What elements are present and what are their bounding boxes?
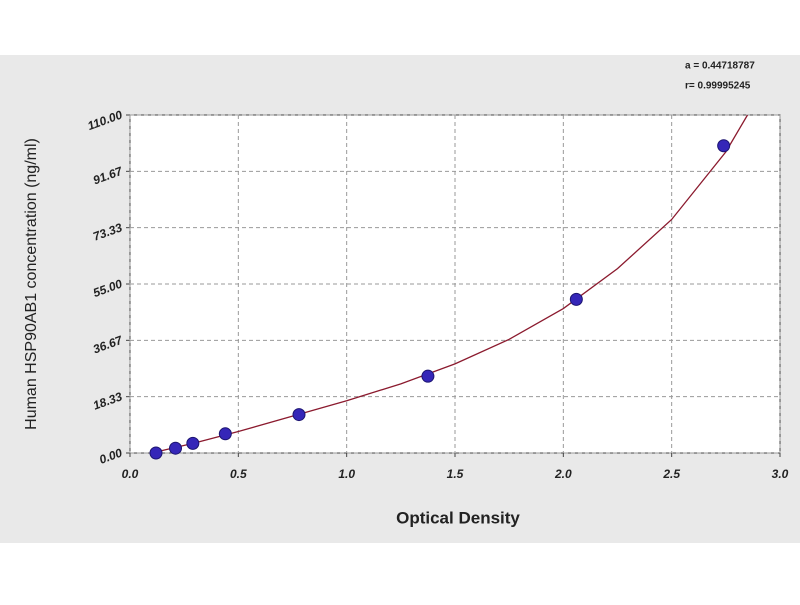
data-point bbox=[717, 139, 731, 153]
data-point bbox=[421, 369, 435, 383]
x-tick-label: 1.5 bbox=[447, 467, 464, 481]
data-point bbox=[149, 446, 163, 460]
data-point bbox=[292, 408, 306, 422]
x-tick-label: 1.0 bbox=[338, 467, 355, 481]
data-point bbox=[186, 436, 200, 450]
y-axis-title: Human HSP90AB1 concentration (ng/ml) bbox=[23, 138, 40, 430]
data-point bbox=[169, 441, 182, 455]
x-tick-label: 2.0 bbox=[554, 467, 572, 481]
data-point bbox=[218, 427, 232, 441]
x-tick-label: 3.0 bbox=[772, 467, 789, 481]
x-tick-label: 2.5 bbox=[662, 467, 680, 481]
x-axis-title: Optical Density bbox=[396, 508, 520, 527]
fit-curve bbox=[151, 115, 749, 453]
x-tick-label: 0.5 bbox=[230, 467, 247, 481]
data-point bbox=[569, 292, 583, 306]
annotation: a = 0.44718787 bbox=[685, 61, 755, 72]
x-tick-label: 0.0 bbox=[122, 467, 139, 481]
annotation: r= 0.99995245 bbox=[685, 81, 751, 92]
